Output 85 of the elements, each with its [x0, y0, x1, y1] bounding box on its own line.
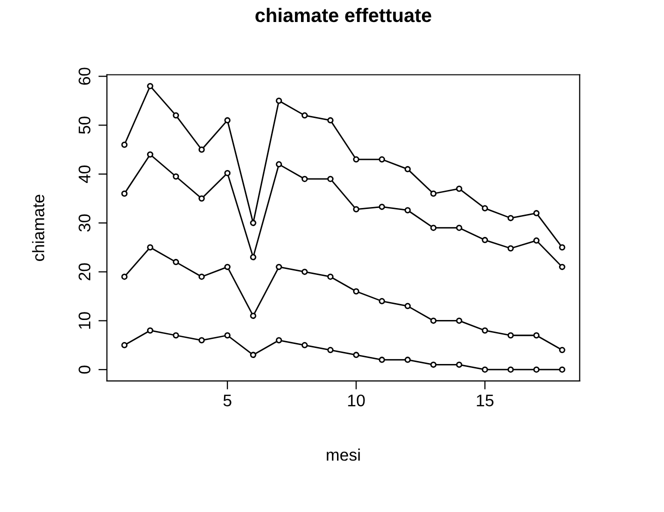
point	[430, 190, 437, 197]
point	[327, 117, 334, 124]
point	[353, 156, 360, 163]
x-tick-label: 5	[223, 394, 232, 406]
point	[327, 346, 334, 354]
chart-title: chiamate effettuate	[255, 8, 432, 22]
point	[302, 112, 308, 119]
point	[508, 245, 514, 252]
point	[378, 298, 386, 304]
point	[482, 327, 488, 334]
point	[121, 190, 128, 197]
y-tick-label: 50	[78, 116, 90, 134]
point	[224, 332, 231, 338]
point	[508, 332, 514, 338]
point	[121, 142, 128, 148]
point	[508, 214, 514, 222]
point	[276, 264, 282, 270]
point	[430, 318, 437, 324]
y-axis-title: chiamate	[32, 194, 44, 261]
point	[198, 146, 205, 153]
point	[353, 288, 360, 295]
point	[147, 244, 154, 251]
point	[198, 274, 205, 280]
point	[508, 366, 514, 373]
point	[378, 356, 386, 363]
point	[276, 161, 282, 168]
point	[378, 156, 386, 163]
point	[121, 274, 128, 280]
point	[404, 302, 411, 310]
point	[172, 173, 180, 180]
y-tick-label: 60	[78, 68, 90, 85]
point	[147, 82, 154, 90]
point	[302, 342, 308, 348]
x-tick-label: 10	[348, 394, 365, 406]
point	[172, 258, 180, 266]
point	[121, 342, 128, 348]
x-tick-label: 15	[476, 394, 494, 406]
point	[533, 210, 540, 216]
point	[250, 312, 256, 319]
point	[482, 236, 488, 244]
point	[172, 332, 180, 338]
point	[430, 362, 437, 368]
point	[559, 346, 566, 354]
y-tick-label: 40	[78, 165, 90, 183]
point	[224, 264, 231, 270]
point	[456, 224, 462, 231]
point	[302, 268, 308, 275]
point	[147, 327, 154, 334]
point	[456, 186, 462, 192]
point	[378, 204, 386, 210]
point	[224, 117, 231, 124]
point	[559, 366, 566, 373]
point	[276, 98, 282, 104]
point	[276, 337, 282, 344]
point	[482, 205, 488, 212]
point	[250, 220, 256, 226]
x-axis-title: mesi	[326, 448, 360, 461]
point	[404, 166, 411, 172]
point	[533, 332, 540, 338]
point	[430, 224, 437, 231]
point	[533, 237, 540, 244]
point	[198, 195, 205, 202]
point	[404, 356, 411, 363]
point	[302, 176, 308, 182]
point	[250, 254, 256, 260]
point	[482, 366, 488, 373]
point	[533, 366, 540, 373]
y-tick-label: 10	[78, 312, 90, 329]
point	[353, 352, 360, 358]
point	[559, 264, 566, 270]
point	[327, 176, 334, 182]
point	[198, 337, 205, 344]
y-tick-label: 30	[78, 214, 90, 232]
point	[327, 274, 334, 280]
point	[224, 170, 231, 176]
y-tick-label: 0	[78, 366, 90, 374]
point	[456, 362, 462, 368]
point	[353, 206, 360, 212]
y-tick-label: 20	[78, 263, 90, 280]
point	[250, 352, 256, 358]
point	[404, 207, 411, 214]
point	[147, 151, 154, 158]
point	[559, 244, 566, 251]
point	[456, 318, 462, 324]
point	[172, 112, 180, 119]
